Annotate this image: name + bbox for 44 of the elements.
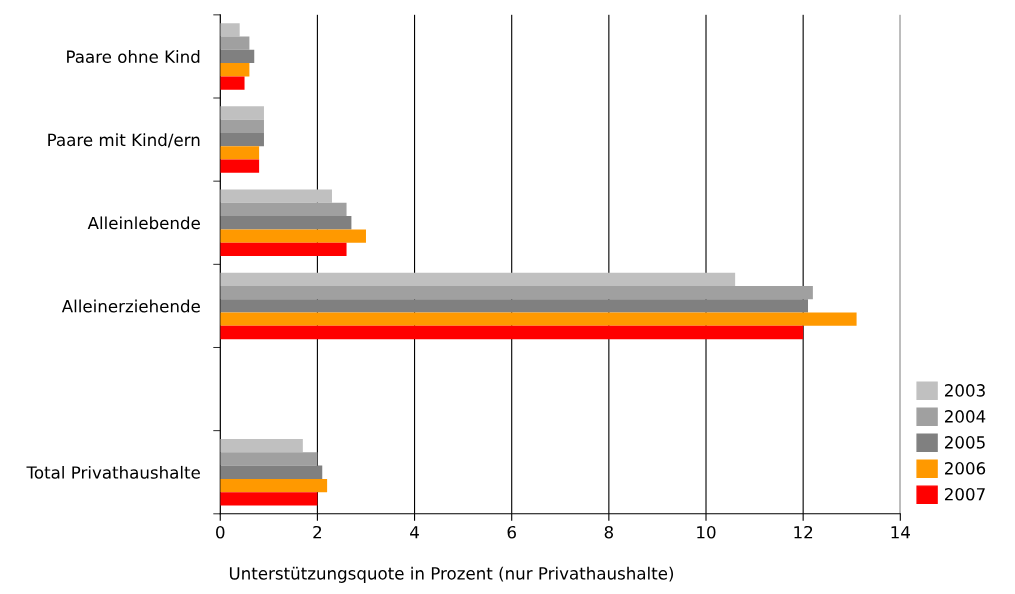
bar bbox=[220, 299, 809, 313]
bar bbox=[220, 23, 240, 37]
bar bbox=[220, 119, 264, 133]
bar bbox=[220, 438, 303, 453]
bar bbox=[220, 492, 318, 506]
bar bbox=[220, 132, 264, 147]
y-tick-label: Paare ohne Kind bbox=[67, 50, 200, 63]
x-axis-title: Unterstützungsquote in Prozent (nur Privathaushalte) bbox=[229, 566, 674, 583]
bar bbox=[220, 202, 347, 217]
y-tick-label: Total Privathaushalte bbox=[26, 465, 200, 479]
bar bbox=[220, 146, 260, 160]
bar bbox=[220, 49, 255, 64]
y-tick-label: Paare mit Kind/ern bbox=[48, 133, 200, 148]
x-tick-label: 8 bbox=[604, 525, 614, 539]
x-tick-label: 10 bbox=[697, 525, 716, 539]
x-tick-label: 0 bbox=[216, 525, 225, 539]
bar bbox=[220, 272, 736, 286]
bar bbox=[220, 285, 813, 300]
legend-label: 2004 bbox=[944, 410, 986, 423]
bar bbox=[220, 189, 332, 203]
x-tick-label: 4 bbox=[410, 526, 419, 539]
x-tick-label: 14 bbox=[891, 526, 910, 539]
bar bbox=[220, 229, 366, 243]
bar bbox=[220, 63, 250, 77]
legend-label: 2006 bbox=[944, 462, 986, 475]
legend-label: 2003 bbox=[944, 384, 985, 397]
bar bbox=[220, 312, 857, 326]
y-tick-label: Alleinlebende bbox=[87, 216, 200, 230]
bar bbox=[220, 452, 318, 466]
legend-label: 2005 bbox=[944, 436, 985, 449]
bar bbox=[220, 465, 323, 479]
x-tick-label: 2 bbox=[313, 525, 322, 539]
bar bbox=[220, 478, 328, 493]
bar bbox=[220, 216, 352, 230]
y-tick-label: Alleinerziehende bbox=[61, 299, 200, 313]
x-tick-label: 6 bbox=[507, 525, 516, 539]
bar bbox=[220, 242, 347, 257]
bar bbox=[220, 76, 245, 90]
bar bbox=[220, 325, 804, 340]
x-tick-label: 12 bbox=[794, 525, 813, 539]
bar bbox=[220, 106, 264, 120]
legend-label: 2007 bbox=[944, 487, 985, 501]
bar bbox=[220, 36, 250, 50]
bar bbox=[220, 159, 260, 173]
